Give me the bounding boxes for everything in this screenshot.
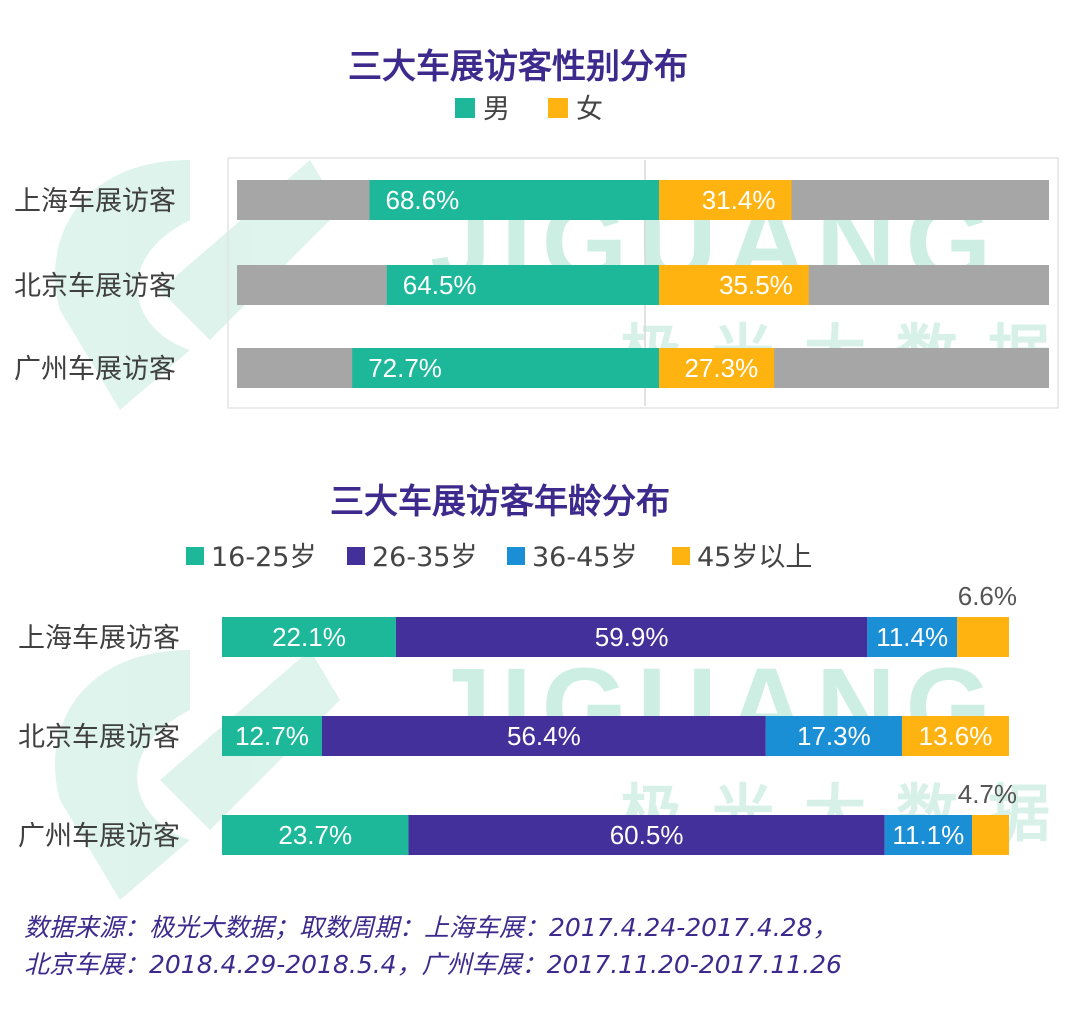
legend-label: 16-25岁 xyxy=(211,542,316,573)
source-line-2: 北京车展：2018.4.29-2018.5.4，广州车展：2017.11.20-… xyxy=(24,950,842,979)
legend-swatch xyxy=(347,547,365,565)
legend-swatch xyxy=(672,547,690,565)
legend-label: 45岁以上 xyxy=(697,542,812,573)
data-label: 13.6% xyxy=(919,721,993,751)
bar-segment xyxy=(395,617,868,657)
legend-swatch xyxy=(548,98,568,118)
bar-segment xyxy=(222,815,409,855)
data-label-female: 35.5% xyxy=(719,270,793,300)
bar-male xyxy=(369,180,659,220)
data-label-male: 68.6% xyxy=(386,185,460,215)
source-note: 数据来源：极光大数据；取数周期：上海车展：2017.4.24-2017.4.28… xyxy=(24,913,842,979)
chart-title: 三大车展访客年龄分布 xyxy=(330,482,670,522)
data-label-male: 64.5% xyxy=(403,270,477,300)
data-label: 23.7% xyxy=(278,820,352,850)
data-label: 59.9% xyxy=(595,622,669,652)
bar-segment xyxy=(321,716,766,756)
chart-title: 三大车展访客性别分布 xyxy=(348,47,688,87)
data-label-female: 27.3% xyxy=(684,353,758,383)
data-label: 11.4% xyxy=(876,622,948,652)
data-label-male: 72.7% xyxy=(368,353,442,383)
watermark-logo-icon xyxy=(55,650,340,900)
bar-segment xyxy=(901,716,1009,756)
category-label: 广州车展访客 xyxy=(14,354,176,385)
legend-swatch xyxy=(186,547,204,565)
legend-label: 26-35岁 xyxy=(372,542,477,573)
bar-male xyxy=(352,348,659,388)
bar-segment xyxy=(222,716,322,756)
data-label: 11.1% xyxy=(892,820,964,850)
legend-label: 男 xyxy=(483,94,510,125)
bar-segment xyxy=(408,815,885,855)
category-label: 广州车展访客 xyxy=(18,821,180,852)
data-label: 17.3% xyxy=(797,721,871,751)
bar-female xyxy=(659,180,792,220)
data-label-female: 31.4% xyxy=(702,185,776,215)
legend-label: 36-45岁 xyxy=(532,542,637,573)
data-label: 4.7% xyxy=(958,779,1017,809)
category-label: 北京车展访客 xyxy=(18,722,180,753)
data-label: 60.5% xyxy=(610,820,684,850)
data-label: 6.6% xyxy=(958,581,1017,611)
bar-female xyxy=(659,265,809,305)
bar-segment xyxy=(884,815,973,855)
data-label: 12.7% xyxy=(235,721,309,751)
bar-segment xyxy=(957,617,1009,657)
category-label: 上海车展访客 xyxy=(18,623,180,654)
bar-female xyxy=(659,348,775,388)
category-label: 上海车展访客 xyxy=(14,186,176,217)
legend-label: 女 xyxy=(576,94,603,125)
source-line-1: 数据来源：极光大数据；取数周期：上海车展：2017.4.24-2017.4.28… xyxy=(24,913,838,942)
bar-segment xyxy=(867,617,958,657)
bar-male xyxy=(386,265,659,305)
bar-segment xyxy=(765,716,902,756)
bar-segment xyxy=(222,617,396,657)
category-label: 北京车展访客 xyxy=(14,271,176,302)
legend-swatch xyxy=(455,98,475,118)
bar-segment xyxy=(972,815,1009,855)
plot-frame xyxy=(227,157,1059,409)
data-label: 56.4% xyxy=(507,721,581,751)
data-label: 22.1% xyxy=(272,622,346,652)
legend-swatch xyxy=(507,547,525,565)
